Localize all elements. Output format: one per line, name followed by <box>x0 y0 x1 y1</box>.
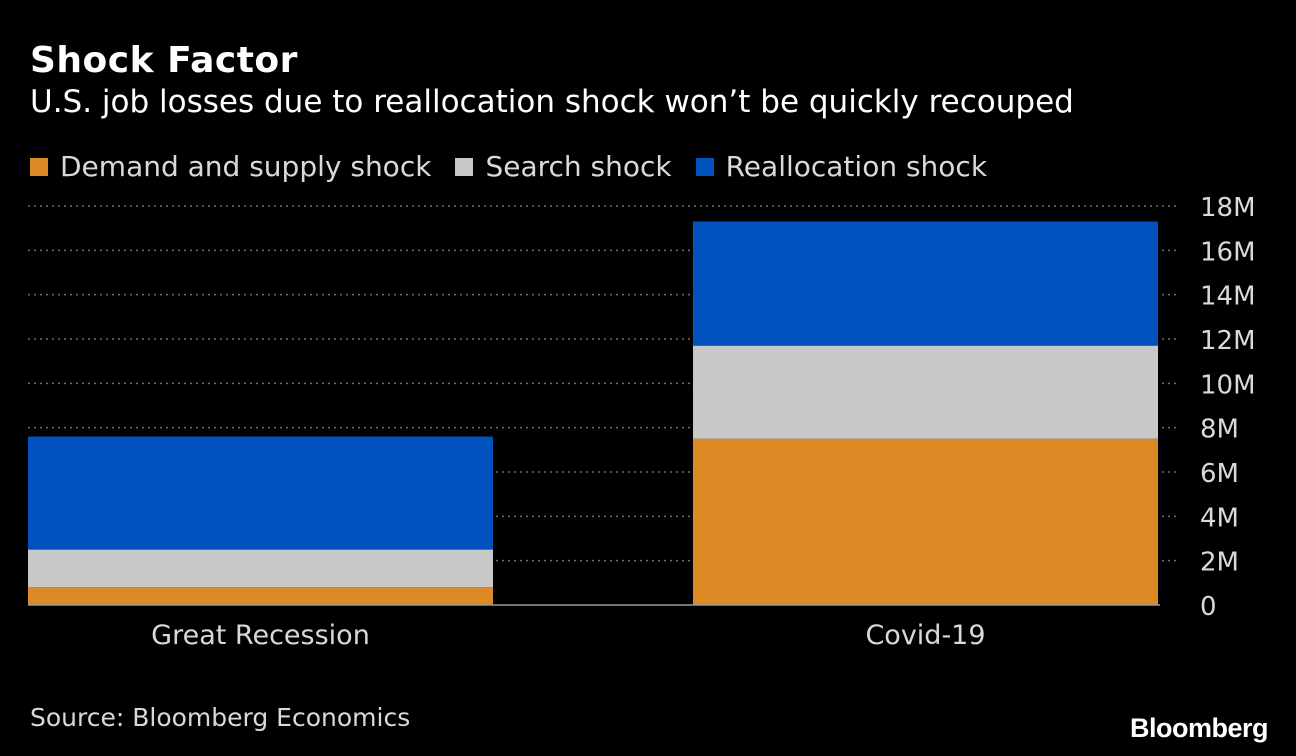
y-tick-label: 0 <box>1200 592 1217 622</box>
chart-title: Shock Factor <box>30 40 298 81</box>
legend-label-reallocation: Reallocation shock <box>725 150 988 183</box>
chart-subtitle: U.S. job losses due to reallocation shoc… <box>30 84 1074 120</box>
legend-item-search: Search shock <box>455 150 672 183</box>
y-tick-label: 2M <box>1200 548 1239 578</box>
legend-item-demand-supply: Demand and supply shock <box>30 150 431 183</box>
y-tick-label: 4M <box>1200 503 1239 533</box>
bar-segment-covid-19-1 <box>693 345 1158 439</box>
legend: Demand and supply shock Search shock Rea… <box>30 150 1011 183</box>
y-tick-label: 6M <box>1200 459 1239 489</box>
x-tick-label: Great Recession <box>151 620 370 651</box>
bar-segment-great-recession-2 <box>28 436 493 550</box>
source-note: Source: Bloomberg Economics <box>30 703 411 732</box>
bloomberg-logo: Bloomberg <box>1129 713 1269 743</box>
bar-segment-covid-19-0 <box>693 438 1158 605</box>
y-tick-label: 12M <box>1200 326 1256 356</box>
legend-swatch-demand-supply <box>30 157 48 176</box>
legend-swatch-reallocation <box>695 157 714 176</box>
legend-swatch-search <box>455 157 474 176</box>
y-tick-label: 10M <box>1200 370 1256 400</box>
bar-segment-great-recession-0 <box>28 587 493 605</box>
bar-segment-great-recession-1 <box>28 549 493 588</box>
y-tick-label: 16M <box>1200 237 1256 267</box>
y-tick-label: 14M <box>1200 282 1256 312</box>
legend-label-demand-supply: Demand and supply shock <box>60 150 432 183</box>
x-tick-label: Covid-19 <box>865 620 985 651</box>
y-tick-label: 18M <box>1200 193 1256 223</box>
bar-segment-covid-19-2 <box>693 221 1158 346</box>
legend-label-search: Search shock <box>485 150 672 183</box>
y-tick-label: 8M <box>1200 415 1239 445</box>
legend-item-reallocation: Reallocation shock <box>695 150 988 183</box>
